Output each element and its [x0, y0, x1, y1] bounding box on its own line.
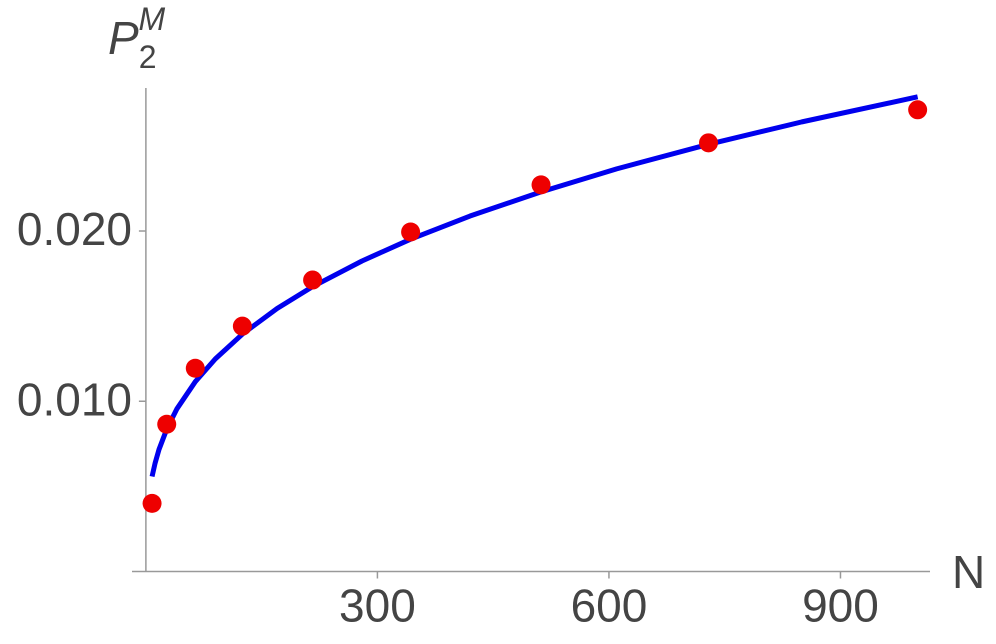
- y-tick-label: 0.010: [17, 373, 132, 425]
- y-axis-label: P2M: [108, 1, 165, 75]
- data-point: [401, 222, 421, 242]
- curve: [149, 94, 919, 478]
- y-label-sub: 2: [139, 39, 157, 75]
- x-tick-label: 600: [571, 580, 648, 632]
- y-label-base: P: [108, 12, 139, 64]
- x-tick-label: 900: [802, 580, 879, 632]
- data-point: [699, 133, 719, 153]
- y-tick-label: 0.020: [17, 203, 132, 255]
- x-tick-label: 300: [339, 580, 416, 632]
- data-point: [232, 316, 252, 336]
- data-point: [908, 100, 928, 120]
- data-point: [142, 493, 162, 513]
- data-point: [157, 414, 177, 434]
- x-axis-label: N: [952, 546, 985, 598]
- data-point: [531, 175, 551, 195]
- y-label-sup: M: [138, 1, 165, 37]
- data-point: [185, 358, 205, 378]
- data-point: [303, 270, 323, 290]
